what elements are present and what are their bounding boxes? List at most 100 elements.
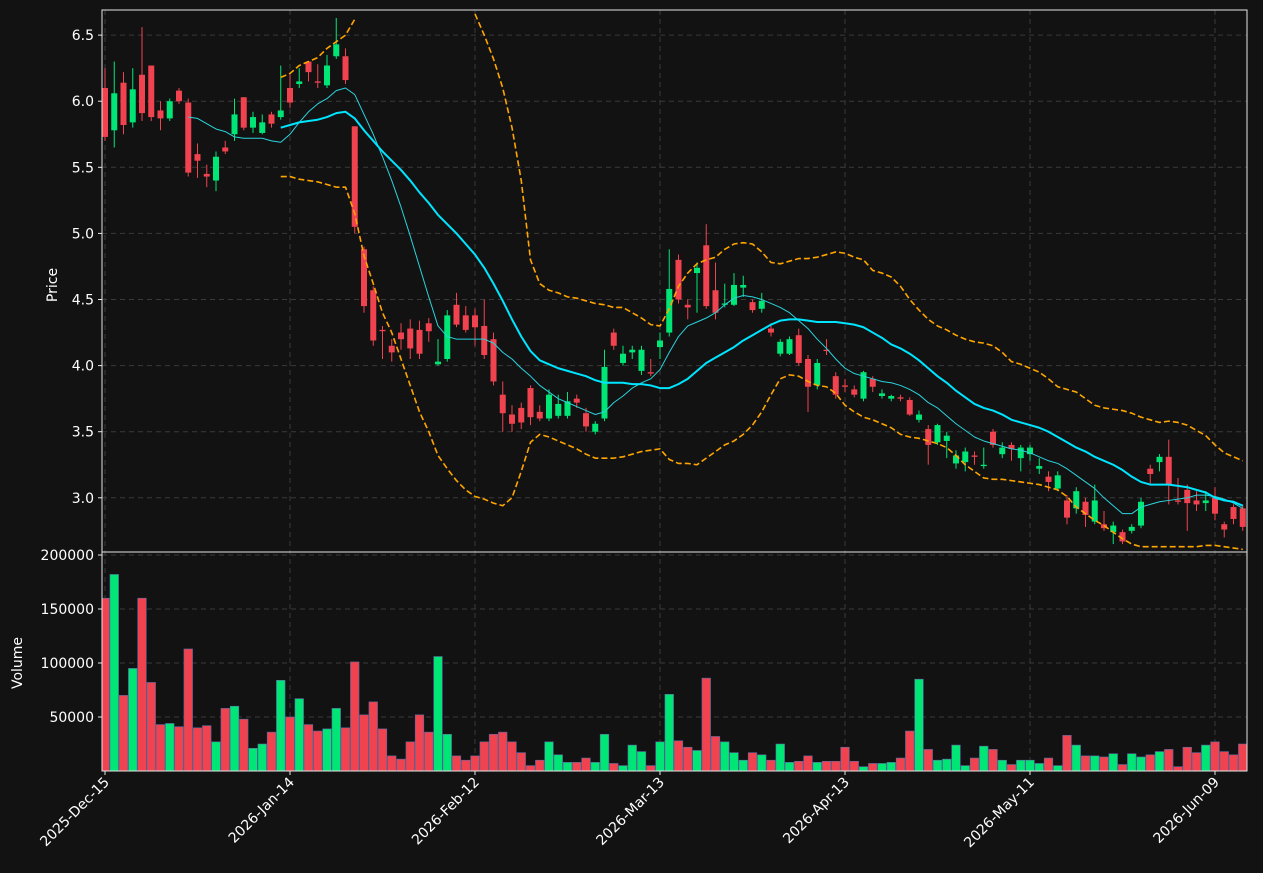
candle-body [601, 366, 608, 419]
volume-bar [951, 744, 961, 771]
candle-body [444, 315, 451, 359]
candle-body [277, 110, 284, 118]
volume-bar [350, 661, 360, 771]
candle-body [786, 339, 793, 354]
volume-bar [831, 760, 841, 771]
candle-body [694, 267, 700, 274]
volume-bar [248, 748, 258, 771]
candle-body [388, 345, 395, 353]
y-tick-label: 50000 [49, 710, 94, 726]
volume-bar [1154, 751, 1165, 771]
volume-bar [257, 743, 267, 771]
volume-bar [470, 755, 480, 771]
volume-bar [1238, 743, 1247, 771]
candle-body [1230, 507, 1237, 519]
candle-body [712, 290, 719, 313]
volume-bar [1127, 753, 1137, 771]
volume-bar [1210, 741, 1220, 771]
candle-body [1036, 466, 1043, 469]
candle-body [980, 464, 987, 467]
candle-body [879, 393, 885, 397]
y-tick-label: 150000 [41, 602, 94, 618]
candle-body [897, 397, 904, 399]
candle-body [379, 329, 386, 332]
volume-bar [849, 760, 859, 771]
volume-bar [377, 728, 388, 771]
volume-bar [609, 763, 619, 771]
candle-body [435, 361, 441, 365]
candle-body [1119, 532, 1126, 542]
volume-bar [174, 726, 184, 771]
candle-body [129, 89, 136, 123]
candle-body [888, 396, 895, 399]
candle-body [583, 413, 589, 427]
volume-bar [1136, 756, 1146, 771]
candle-body [684, 304, 691, 308]
volume-bar [1071, 744, 1081, 771]
volume-bar [396, 758, 406, 771]
candle-body [509, 414, 515, 424]
volume-bar [118, 695, 129, 771]
volume-bar [794, 760, 804, 771]
volume-bar [636, 751, 647, 771]
volume-bar [1006, 764, 1017, 771]
candle-body [1128, 526, 1135, 531]
candle-body [481, 325, 488, 356]
volume-bar [673, 740, 684, 771]
candle-body [638, 349, 645, 371]
volume-bar [1173, 766, 1183, 771]
volume-bar [137, 597, 147, 771]
volume-bar [553, 754, 563, 771]
volume-bar [655, 741, 665, 771]
volume-bar [1099, 756, 1109, 771]
volume-bar [340, 727, 351, 771]
candle-body [934, 425, 941, 443]
volume-bar [840, 746, 850, 771]
volume-bar [757, 754, 767, 771]
volume-bar [285, 716, 295, 771]
volume-bar [960, 765, 970, 771]
candle-body [157, 110, 164, 119]
volume-bar [424, 731, 434, 771]
volume-bar [155, 724, 166, 771]
candle-body [240, 97, 247, 128]
volume-bar [507, 741, 517, 771]
volume-bar [442, 733, 452, 771]
volume-bar [165, 723, 175, 771]
candle-body [814, 362, 821, 386]
volume-bar [276, 679, 286, 771]
candle-body [795, 335, 802, 363]
volume-bar [183, 648, 193, 771]
y-tick-label: 5.0 [72, 226, 94, 242]
volume-bar [738, 759, 748, 771]
volume-bar [192, 727, 203, 771]
volume-bar [1117, 764, 1128, 771]
candle-body [231, 114, 238, 135]
candle-body [499, 394, 506, 414]
candle-body [222, 147, 229, 152]
y-tick-label: 200000 [41, 548, 94, 564]
candle-body [943, 435, 950, 441]
volume-bar [877, 763, 887, 771]
volume-bar [923, 749, 933, 771]
volume-bar [544, 741, 554, 771]
candle-body [647, 372, 654, 374]
volume-bar [414, 714, 425, 771]
candle-body [342, 56, 349, 81]
candle-body [1138, 501, 1144, 526]
candle-body [296, 81, 303, 85]
indicator-line [280, 175, 1243, 551]
candle-body [1147, 468, 1154, 475]
candle-body [758, 300, 765, 309]
indicator-line [188, 87, 1243, 515]
volume-frame [101, 551, 1248, 772]
candle-body [906, 399, 913, 415]
candle-body [842, 385, 848, 387]
volume-bar [331, 708, 341, 771]
volume-bar [747, 752, 758, 771]
y-tick-label: 100000 [41, 656, 94, 672]
candle-body [916, 414, 922, 420]
candle-body [398, 332, 404, 340]
volume-bar [766, 759, 776, 771]
